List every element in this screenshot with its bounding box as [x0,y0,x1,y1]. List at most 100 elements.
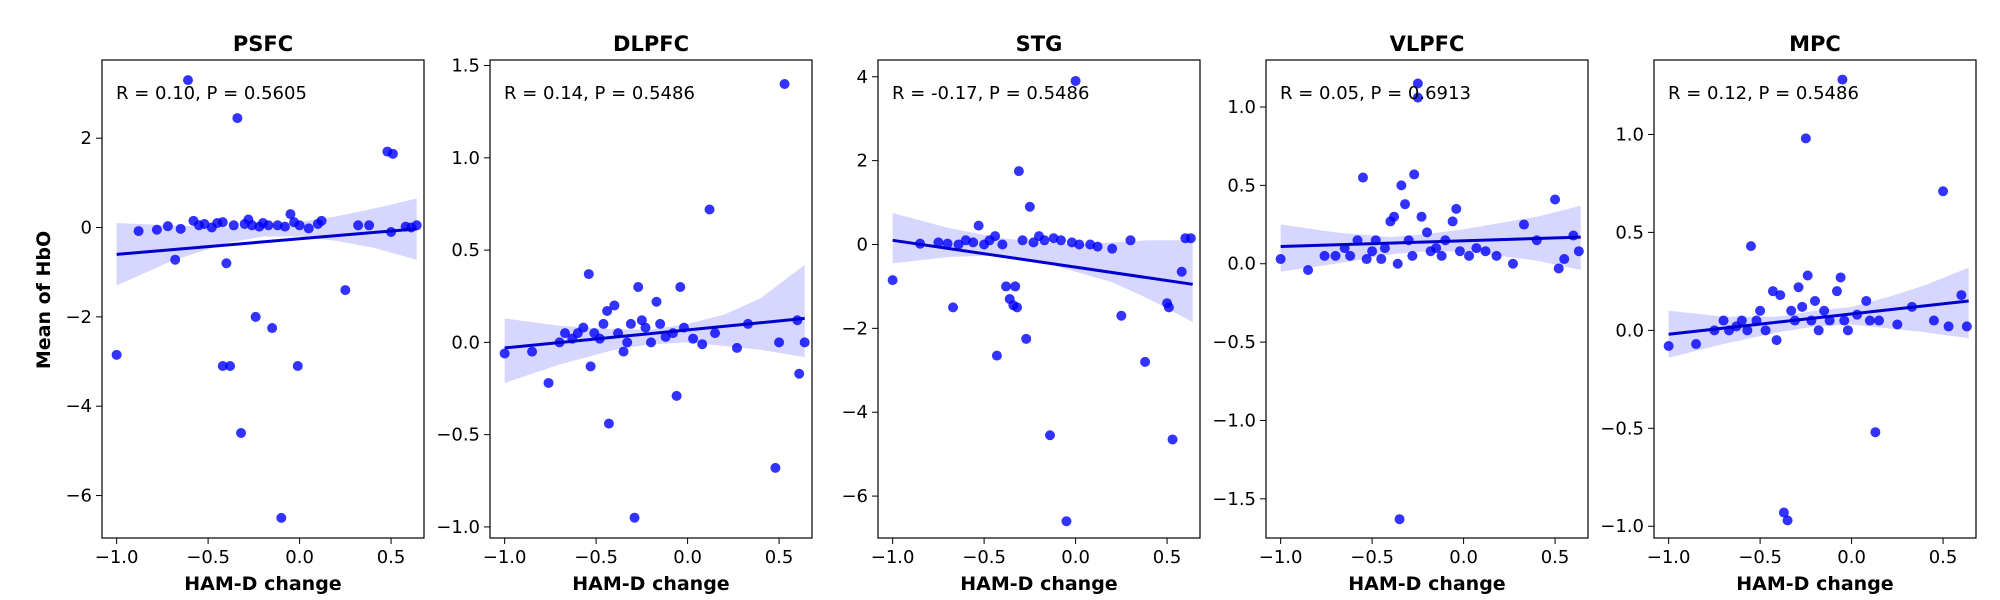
data-point [997,239,1008,250]
data-point [710,328,721,339]
data-points [887,75,1196,527]
data-point [1185,233,1196,244]
data-point [1839,315,1850,326]
data-point [1454,246,1465,257]
figure-ylabel: Mean of HbO [33,231,55,369]
data-point [1039,235,1050,246]
data-point [1797,301,1808,312]
data-point [655,318,666,329]
data-point [1092,241,1103,252]
confidence-band [1280,205,1581,272]
data-point [1361,254,1372,265]
data-point [1568,230,1579,241]
x-tick-label: −1.0 [95,547,139,568]
data-point [217,217,228,228]
data-point [1531,235,1542,246]
data-point [603,418,614,429]
data-point [263,220,274,231]
chart-panel-dlpfc: −1.0 −0.5 0.0 0.5 −1.0 −0.5 0.0 0.5 1.0 1.5 DLPFC H… [436,32,813,595]
confidence-band [116,198,417,286]
y-tick-label: 0 [857,234,868,255]
data-point [1367,246,1378,257]
x-tick-label: 0.5 [377,547,406,568]
data-point [1835,272,1846,283]
data-point [731,342,742,353]
data-point [1819,305,1830,316]
data-point [294,220,305,231]
data-point [1422,227,1432,238]
data-point [387,148,398,159]
data-point [1044,430,1055,441]
plot-frame [1653,59,1977,539]
regression-line [1668,299,1969,336]
chart-panel-vlpfc: −1.0 −0.5 0.0 0.5 −1.5 −1.0 −0.5 0.0 0.5 1.0 VLPFC… [1212,32,1589,595]
data-point [560,328,571,339]
data-point [1837,74,1848,85]
y-tick-label: −0.5 [1600,418,1644,439]
data-point [162,221,173,232]
y-tick-label: 2 [81,128,92,149]
data-point [353,220,364,231]
stats-annotation: R = 0.05, P = 0.6913 [1280,83,1471,104]
confidence-band [892,213,1193,323]
regression-line [504,316,805,350]
data-point [1176,266,1187,277]
data-point [774,337,785,348]
confidence-band [1668,267,1969,358]
x-tick-label: −0.5 [1350,547,1394,568]
data-point [1793,282,1804,293]
data-point [1396,180,1407,191]
data-point [1319,250,1330,261]
plot-frame [101,59,425,539]
x-tick-label: 0.5 [1153,547,1182,568]
data-point [1559,254,1570,265]
data-point [1012,302,1023,313]
data-point [794,368,805,379]
data-points [111,75,422,523]
data-point [1451,203,1462,214]
data-point [704,204,715,215]
data-point [232,113,243,124]
data-point [279,221,290,232]
y-tick-label: 2 [857,151,868,172]
y-tick-label: 1.0 [1615,124,1644,145]
data-point [1107,243,1118,254]
data-point [1755,305,1766,316]
data-point [640,322,651,333]
data-point [1303,265,1314,276]
regression-line [892,238,1193,286]
data-point [170,254,181,265]
data-point [175,223,186,234]
data-point [1376,254,1387,265]
data-point [578,322,589,333]
data-point [1447,216,1458,227]
data-point [1802,270,1813,281]
data-point [1167,434,1178,445]
panel-title: PSFC [233,32,293,56]
y-tick-label: −1.0 [1212,410,1256,431]
data-point [250,311,261,322]
data-point [340,285,351,296]
data-point [1800,133,1811,144]
y-tick-label: 1.0 [1227,97,1256,118]
data-point [688,333,699,344]
data-point [1407,250,1418,261]
y-tick-label: −2 [65,307,92,328]
x-tick-label: 0.0 [673,547,702,568]
data-point [991,350,1002,361]
data-point [675,282,686,293]
data-point [292,361,303,372]
data-point [1831,286,1842,297]
data-point [1892,319,1903,330]
data-points [1275,78,1584,525]
data-point [1471,243,1482,254]
data-point [887,275,898,286]
data-point [1771,335,1782,346]
y-tick-label: −1.0 [436,517,480,538]
data-point [1861,295,1872,306]
data-point [1061,516,1072,527]
x-tick-label: −1.0 [483,547,527,568]
data-point [1480,246,1491,257]
data-point [1024,201,1035,212]
